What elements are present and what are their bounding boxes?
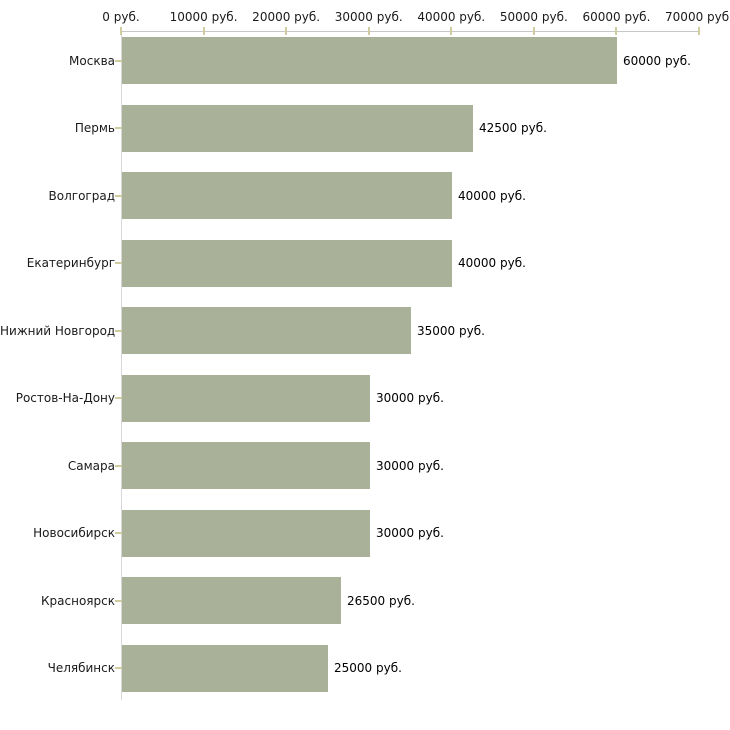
- y-tick: [115, 667, 122, 669]
- value-label: 26500 руб.: [347, 593, 415, 608]
- y-tick: [115, 397, 122, 399]
- y-tick: [115, 329, 122, 332]
- x-tick-label: 50000 руб.: [499, 10, 568, 24]
- bar: [122, 577, 341, 624]
- value-label: 60000 руб.: [623, 53, 691, 68]
- x-tick-label: 10000 руб.: [169, 10, 238, 24]
- x-tick-label: 70000 руб.: [665, 10, 730, 24]
- x-tick: [615, 27, 618, 35]
- bar: [122, 307, 411, 354]
- x-tick: [367, 27, 370, 35]
- value-label: 40000 руб.: [458, 188, 526, 203]
- y-tick: [115, 532, 122, 534]
- category-label: Волгоград: [48, 188, 115, 203]
- y-tick: [115, 194, 122, 197]
- category-label: Ростов-На-Дону: [15, 391, 115, 405]
- bar: [122, 509, 370, 557]
- x-tick-label: 20000 руб.: [252, 10, 321, 24]
- x-tick: [532, 27, 535, 35]
- value-label: 40000 руб.: [458, 256, 526, 270]
- category-label: Пермь: [74, 121, 115, 135]
- bar: [122, 374, 370, 422]
- x-axis-line: [121, 31, 700, 32]
- y-tick: [115, 127, 122, 129]
- category-label: Красноярск: [41, 593, 115, 608]
- bar: [122, 644, 328, 692]
- y-tick: [115, 599, 122, 602]
- y-tick: [115, 262, 122, 264]
- bar: [122, 172, 452, 219]
- value-label: 35000 руб.: [417, 323, 485, 338]
- value-label: 30000 руб.: [376, 458, 444, 473]
- x-tick-label: 40000 руб.: [417, 10, 486, 24]
- category-label: Челябинск: [47, 661, 115, 675]
- value-label: 30000 руб.: [376, 391, 444, 405]
- x-tick: [120, 27, 122, 35]
- category-label: Новосибирск: [33, 526, 115, 540]
- x-tick: [698, 27, 700, 35]
- category-label: Нижний Новгород: [0, 323, 116, 338]
- category-label: Москва: [69, 53, 115, 68]
- bar: [122, 104, 473, 152]
- category-label: Екатеринбург: [26, 256, 115, 270]
- x-tick-label: 0 руб.: [102, 10, 140, 24]
- x-tick: [202, 27, 205, 35]
- value-label: 25000 руб.: [334, 661, 402, 675]
- y-axis-line: [121, 31, 122, 700]
- x-tick: [285, 27, 288, 35]
- bar: [122, 239, 452, 287]
- value-label: 42500 руб.: [479, 121, 547, 135]
- value-label: 30000 руб.: [376, 526, 444, 540]
- bar: [122, 442, 370, 489]
- category-label: Самара: [67, 458, 115, 473]
- y-tick: [115, 59, 122, 62]
- y-tick: [115, 464, 122, 467]
- x-tick: [450, 27, 453, 35]
- x-tick-label: 60000 руб.: [582, 10, 651, 24]
- bar: [122, 37, 617, 84]
- x-tick-label: 30000 руб.: [334, 10, 403, 24]
